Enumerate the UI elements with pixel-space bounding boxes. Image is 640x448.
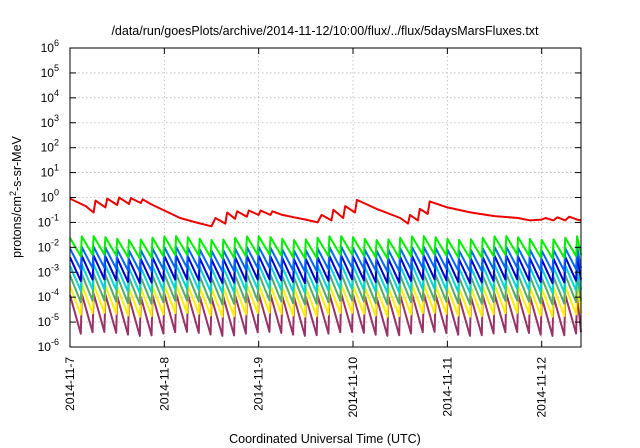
series-line <box>69 245 582 273</box>
y-tick-label: 10-2 <box>38 237 59 254</box>
chart-title: /data/run/goesPlots/archive/2014-11-12/1… <box>111 24 539 38</box>
x-tick-label: 2014-11-11 <box>440 357 454 417</box>
series-line <box>69 196 582 228</box>
x-tick-label: 2014-11-12 <box>535 357 549 418</box>
y-tick-label: 106 <box>41 38 59 55</box>
y-tick-label: 10-5 <box>38 312 59 329</box>
plot-series <box>69 196 582 337</box>
y-tick-label: 103 <box>41 113 59 130</box>
x-tick-label: 2014-11-8 <box>157 357 171 411</box>
series-line <box>69 235 582 260</box>
svg-text:protons/cm2-s-sr-MeV: protons/cm2-s-sr-MeV <box>8 135 24 257</box>
y-tick-label: 101 <box>41 163 59 180</box>
y-axis-label: protons/cm2-s-sr-MeV <box>8 135 24 257</box>
axis-ticks: 10-6 10-5 10-4 10-3 10-2 10-1 100 101 102 103 104 1… <box>38 38 581 418</box>
x-axis-label: Coordinated Universal Time (UTC) <box>229 432 421 446</box>
y-tick-label: 104 <box>41 88 59 105</box>
y-tick-label: 10-6 <box>38 337 59 354</box>
y-tick-label: 105 <box>41 63 59 80</box>
y-tick-label: 100 <box>41 188 59 205</box>
y-tick-label: 10-4 <box>38 287 59 304</box>
x-tick-label: 2014-11-9 <box>252 357 266 411</box>
y-tick-label: 10-1 <box>38 212 59 229</box>
x-tick-label: 2014-11-7 <box>63 357 77 411</box>
y-tick-label: 102 <box>41 138 59 155</box>
x-tick-label: 2014-11-10 <box>346 357 360 418</box>
y-tick-label: 10-3 <box>38 262 59 279</box>
